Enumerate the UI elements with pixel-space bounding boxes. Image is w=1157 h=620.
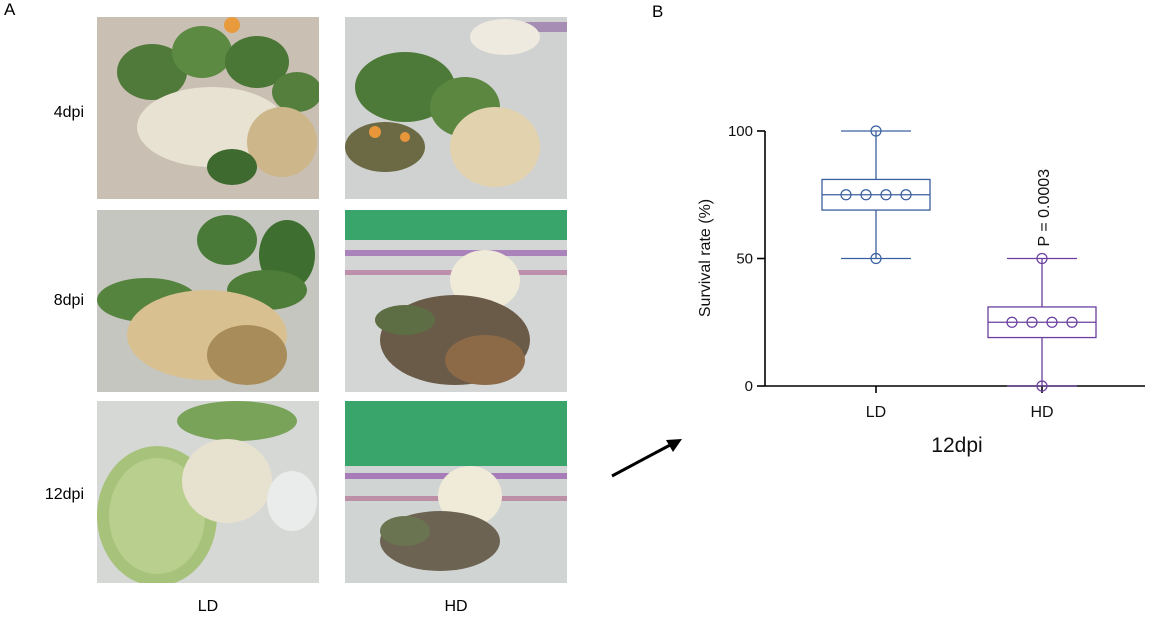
data-point [1046, 316, 1058, 328]
y-tick-label: 0 [745, 378, 753, 395]
y-tick-label: 50 [736, 251, 753, 268]
row-label-8dpi: 8dpi [53, 292, 84, 309]
x-axis-title: 12dpi [931, 434, 982, 457]
data-point [860, 189, 872, 201]
col-label-ld: LD [197, 598, 219, 615]
data-point [900, 189, 912, 201]
panel-b-letter: B [652, 2, 664, 21]
box-hd [987, 252, 1097, 392]
row-label-4dpi: 4dpi [53, 104, 84, 121]
row-label-12dpi: 12dpi [44, 486, 84, 503]
data-point [870, 125, 882, 137]
photo-ld-12dpi [97, 401, 319, 583]
data-point [1036, 252, 1048, 265]
chart-axes [757, 130, 1145, 393]
data-point [1066, 316, 1078, 328]
p-value-annotation: P = 0.0003 [1036, 169, 1053, 247]
chart-labels: 0 50 100 LD HD 12dpi Survival rate (%) P = 0.00… [697, 123, 1054, 457]
y-axis-title: Survival rate (%) [697, 199, 714, 317]
photo-ld-4dpi [97, 17, 319, 199]
photo-hd-8dpi [345, 210, 567, 392]
data-point [880, 189, 892, 201]
data-point [840, 189, 852, 201]
data-point [870, 252, 882, 265]
x-tick-label: HD [1030, 404, 1053, 421]
data-point [1036, 380, 1048, 392]
photo-hd-12dpi [345, 401, 567, 583]
pointer-arrow [611, 439, 682, 478]
data-point [1006, 316, 1018, 328]
data-point [1026, 316, 1038, 328]
chart-boxes [821, 125, 1097, 392]
y-tick-label: 100 [728, 123, 753, 140]
x-tick-label: LD [866, 404, 886, 421]
panel-a-letter: A [4, 0, 16, 19]
photo-ld-8dpi [97, 210, 319, 392]
col-label-hd: HD [444, 598, 468, 615]
box-ld [821, 125, 931, 265]
photo-hd-4dpi [345, 17, 567, 199]
